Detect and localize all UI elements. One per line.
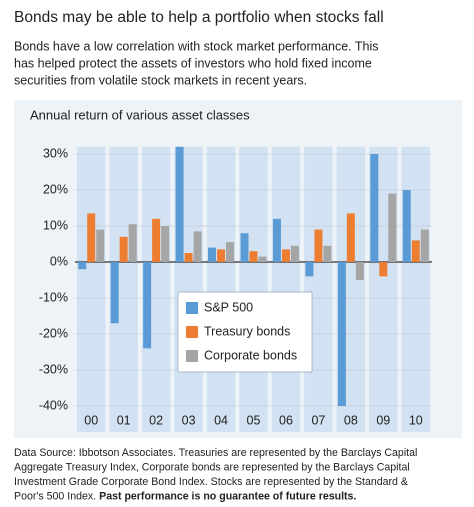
x-tick-label: 10 [409, 413, 423, 427]
category-band [304, 146, 333, 433]
x-tick-label: 01 [117, 413, 131, 427]
bar [346, 213, 355, 262]
bar [258, 256, 267, 262]
y-tick-label: -20% [39, 326, 68, 340]
x-tick-label: 02 [149, 413, 163, 427]
category-band [77, 146, 106, 433]
x-tick-label: 05 [247, 413, 261, 427]
bar [337, 262, 346, 406]
legend-label: Treasury bonds [204, 324, 290, 338]
x-tick-label: 00 [84, 413, 98, 427]
y-tick-label: -10% [39, 290, 68, 304]
y-tick-label: 20% [43, 182, 68, 196]
footnote-line: Data Source: Ibbotson Associates. Treasu… [14, 447, 417, 459]
x-tick-label: 03 [182, 413, 196, 427]
x-tick-label: 04 [214, 413, 228, 427]
bar [87, 213, 96, 262]
y-tick-label: 30% [43, 146, 68, 160]
y-tick-label: 10% [43, 218, 68, 232]
bar [411, 240, 420, 262]
subtitle-line: securities from volatile stock markets i… [14, 73, 307, 87]
bar [249, 251, 258, 262]
legend-label: S&P 500 [204, 300, 253, 314]
footnote-text: Investment Grade Corporate Bond Index. S… [14, 476, 408, 488]
subtitle-line: Bonds have a low correlation with stock … [14, 39, 379, 53]
bar [370, 154, 379, 262]
legend-box [177, 291, 313, 373]
bar [175, 146, 184, 262]
bar [217, 249, 226, 262]
category-band [401, 146, 430, 433]
footnote-text: Data Source: Ibbotson Associates. Treasu… [14, 447, 417, 459]
x-tick-label: 07 [311, 413, 325, 427]
legend-swatch [186, 326, 198, 338]
bar [226, 242, 235, 262]
bar [184, 253, 193, 262]
chart-title: Annual return of various asset classes [30, 107, 250, 122]
bar [305, 262, 314, 277]
y-tick-label: -40% [39, 398, 68, 412]
x-tick-label: 06 [279, 413, 293, 427]
bar [323, 245, 332, 262]
y-tick-label: -30% [39, 362, 68, 376]
title: Bonds may be able to help a portfolio wh… [14, 9, 384, 26]
category-band [271, 146, 301, 433]
bar [355, 262, 364, 280]
x-tick-label: 09 [376, 413, 390, 427]
bar [402, 190, 411, 262]
bar [420, 229, 429, 262]
bar [193, 231, 202, 262]
category-band [206, 146, 236, 433]
bar [314, 229, 323, 262]
bar [78, 262, 87, 270]
bar [152, 218, 161, 262]
legend-label: Corporate bonds [204, 348, 297, 362]
footnote-line: Poor's 500 Index. Past performance is no … [14, 490, 356, 502]
bar [281, 249, 290, 262]
subtitle-line: has helped protect the assets of investo… [14, 56, 372, 70]
footnote-bold: Past performance is no guarantee of futu… [99, 490, 356, 502]
footnote-text: Aggregate Treasury Index, Corporate bond… [14, 461, 410, 473]
bar [143, 262, 152, 349]
legend-swatch [186, 350, 198, 362]
bar [119, 236, 128, 262]
footnote-text: Poor's 500 Index. [14, 490, 96, 502]
category-band [239, 146, 268, 433]
bar [240, 233, 249, 262]
bar [161, 226, 170, 262]
y-tick-label: 0% [50, 254, 68, 268]
bar [290, 245, 299, 262]
bar [379, 262, 388, 277]
bar [128, 224, 137, 262]
footnote-line: Investment Grade Corporate Bond Index. S… [14, 476, 408, 488]
bar [388, 193, 397, 262]
bar [272, 218, 281, 262]
bar [96, 229, 105, 262]
bar [208, 247, 217, 262]
x-tick-label: 08 [344, 413, 358, 427]
legend-swatch [186, 302, 198, 314]
footnote-line: Aggregate Treasury Index, Corporate bond… [14, 461, 410, 473]
bar [110, 262, 119, 324]
